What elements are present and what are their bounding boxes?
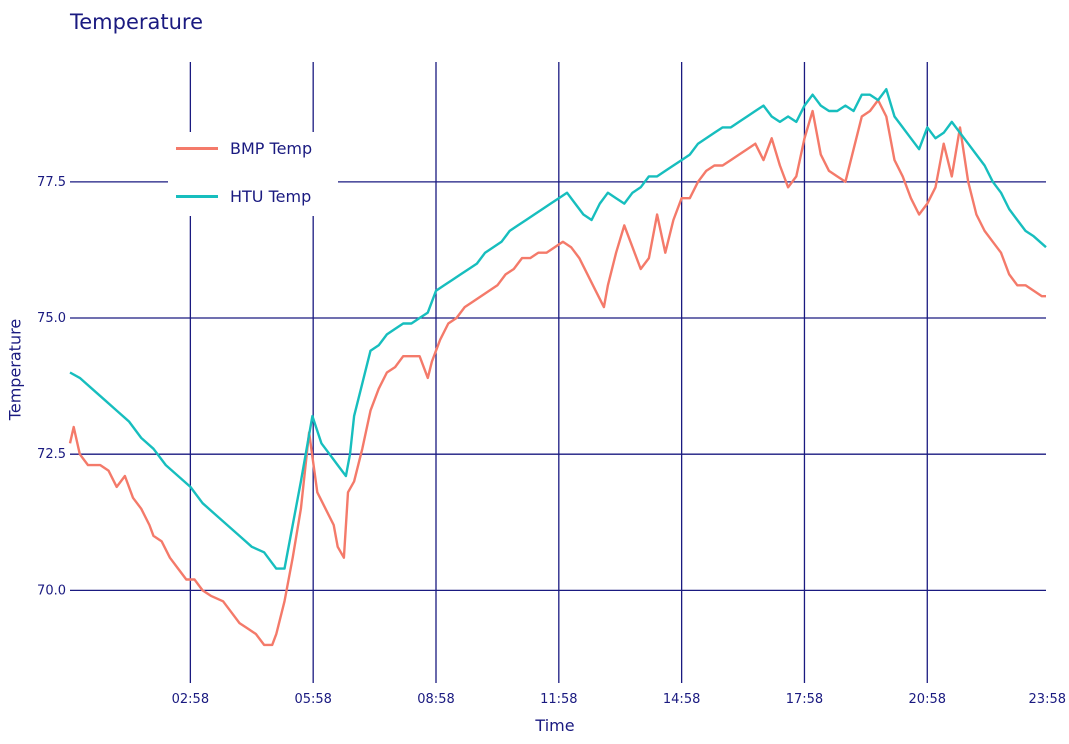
x-tick-label: 05:58 bbox=[294, 692, 331, 707]
legend-swatch-htu bbox=[176, 194, 218, 198]
y-tick-label: 70.0 bbox=[37, 583, 66, 598]
series-line-bmp-temp bbox=[68, 98, 1046, 647]
legend-item-htu[interactable]: HTU Temp bbox=[176, 186, 311, 206]
chart-title: Temperature bbox=[70, 10, 204, 34]
x-tick-label: 14:58 bbox=[663, 692, 700, 707]
y-tick-label: 72.5 bbox=[37, 447, 66, 462]
y-axis-label: Temperature bbox=[5, 318, 25, 421]
y-tick-label: 77.5 bbox=[37, 175, 66, 190]
x-tick-label: 17:58 bbox=[786, 692, 823, 707]
grid-lines bbox=[70, 62, 1046, 683]
legend: BMP Temp HTU Temp bbox=[168, 132, 338, 216]
y-tick-label: 75.0 bbox=[37, 311, 66, 326]
x-tick-label: 20:58 bbox=[909, 692, 946, 707]
x-tick-label: 08:58 bbox=[417, 692, 454, 707]
legend-label-bmp: BMP Temp bbox=[230, 138, 313, 158]
series-lines bbox=[68, 88, 1047, 647]
legend-swatch-bmp bbox=[176, 146, 218, 150]
x-tick-label: 23:58 bbox=[1029, 692, 1066, 707]
series-line-htu-temp bbox=[69, 88, 1047, 570]
x-tick-label: 02:58 bbox=[172, 692, 209, 707]
x-axis-label: Time bbox=[535, 716, 575, 735]
x-tick-labels: 02:58 05:58 08:58 11:58 14:58 17:58 20:58 23:58 bbox=[172, 692, 1066, 707]
x-tick-label: 11:58 bbox=[540, 692, 577, 707]
legend-label-htu: HTU Temp bbox=[230, 186, 312, 206]
legend-item-bmp[interactable]: BMP Temp bbox=[176, 138, 312, 158]
y-tick-labels: 70.0 72.5 75.0 77.5 bbox=[37, 175, 66, 599]
